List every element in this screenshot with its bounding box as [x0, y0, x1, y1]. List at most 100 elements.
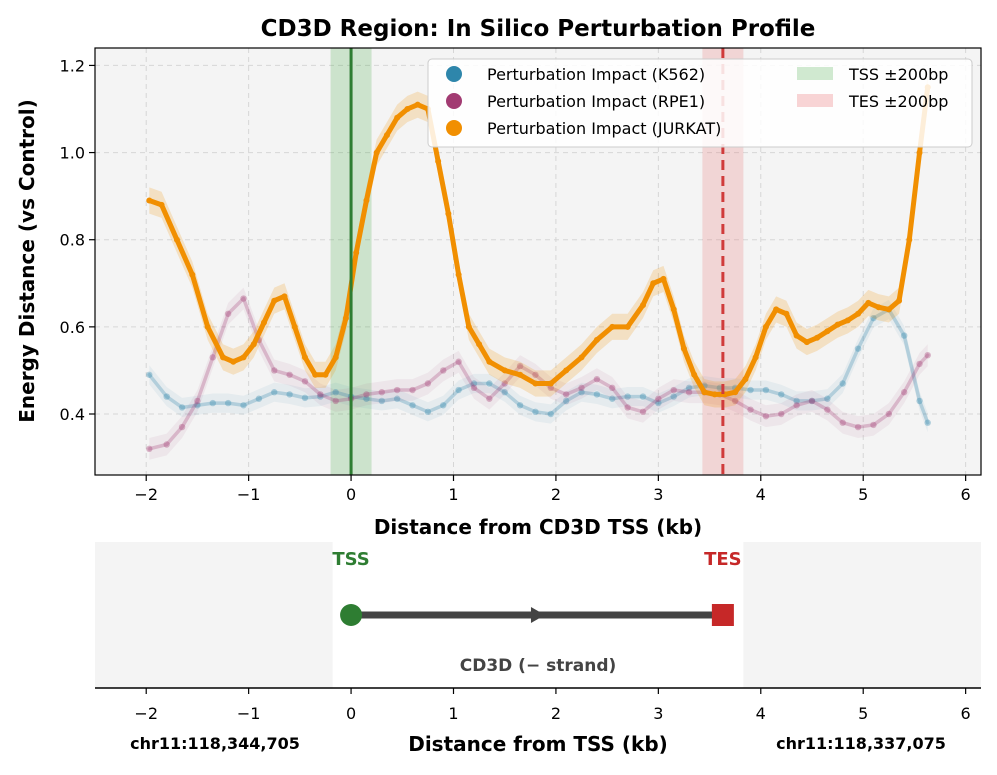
data-point-perturbation-impact-jurkat [783, 310, 790, 317]
data-point-perturbation-impact-k562 [516, 402, 524, 409]
track-tick-label: 1 [448, 704, 458, 723]
data-point-perturbation-impact-rpe1 [424, 380, 432, 387]
x-tick-label: −1 [237, 485, 261, 504]
data-point-perturbation-impact-k562 [747, 386, 754, 394]
legend-marker-rpe1 [446, 93, 462, 109]
data-point-perturbation-impact-rpe1 [516, 362, 524, 370]
data-point-perturbation-impact-rpe1 [209, 354, 216, 361]
legend-label-tes-band: TES ±200bp [848, 92, 948, 111]
track-tick-label: −1 [237, 704, 261, 723]
track-tick-label: 5 [858, 704, 868, 723]
data-point-perturbation-impact-jurkat [916, 149, 923, 156]
data-point-perturbation-impact-k562 [578, 389, 585, 396]
data-point-perturbation-impact-k562 [409, 402, 416, 409]
data-point-perturbation-impact-jurkat [691, 371, 698, 378]
data-point-perturbation-impact-jurkat [342, 315, 349, 322]
data-point-perturbation-impact-k562 [824, 395, 831, 402]
data-point-perturbation-impact-jurkat [414, 101, 421, 108]
data-point-perturbation-impact-jurkat [455, 271, 462, 278]
tss-label: TSS [332, 549, 369, 570]
data-point-perturbation-impact-jurkat [271, 297, 278, 304]
data-point-perturbation-impact-k562 [870, 314, 877, 322]
data-point-perturbation-impact-k562 [224, 399, 232, 407]
data-point-perturbation-impact-rpe1 [639, 408, 647, 416]
data-point-perturbation-impact-jurkat [803, 339, 810, 346]
chart-title: CD3D Region: In Silico Perturbation Prof… [261, 16, 816, 42]
y-tick-label: 0.6 [60, 318, 85, 337]
data-point-perturbation-impact-rpe1 [854, 423, 862, 431]
data-point-perturbation-impact-rpe1 [670, 386, 677, 394]
plot-frame [94, 47, 982, 476]
strand-arrow-icon [530, 607, 545, 623]
data-point-perturbation-impact-jurkat [250, 341, 257, 348]
data-point-perturbation-impact-k562 [378, 397, 385, 405]
data-point-perturbation-impact-rpe1 [924, 351, 931, 359]
ci-band-perturbation-impact-k562 [149, 299, 928, 433]
data-point-perturbation-impact-jurkat [660, 275, 667, 282]
data-point-perturbation-impact-jurkat [301, 354, 308, 361]
series-layer [146, 74, 931, 460]
legend-marker-k562 [446, 66, 462, 82]
data-point-perturbation-impact-rpe1 [593, 375, 601, 383]
data-point-perturbation-impact-rpe1 [578, 384, 585, 392]
data-point-perturbation-impact-jurkat [639, 302, 646, 309]
data-point-perturbation-impact-rpe1 [808, 397, 816, 405]
y-axis-ticks: 0.4 0.6 0.8 1.0 1.2 [60, 56, 95, 424]
data-point-perturbation-impact-k562 [924, 419, 931, 426]
track-tick-label: 3 [653, 704, 663, 723]
data-point-perturbation-impact-rpe1 [440, 367, 447, 374]
data-point-perturbation-impact-rpe1 [532, 371, 539, 378]
y-axis-label: Energy Distance (vs Control) [15, 99, 39, 423]
data-point-perturbation-impact-k562 [240, 402, 247, 409]
data-point-perturbation-impact-k562 [194, 402, 201, 409]
legend-swatch-tss [797, 67, 833, 80]
x-axis-ticks: −2 −1 0 1 2 3 4 5 6 [134, 475, 971, 504]
data-point-perturbation-impact-rpe1 [885, 410, 893, 418]
data-point-perturbation-impact-rpe1 [240, 295, 247, 302]
data-point-perturbation-impact-jurkat [220, 354, 227, 361]
data-point-perturbation-impact-jurkat [291, 323, 298, 330]
data-point-perturbation-impact-rpe1 [824, 406, 831, 413]
track-tick-label: 6 [961, 704, 971, 723]
right-coordinate: chr11:118,337,075 [776, 734, 946, 753]
data-point-perturbation-impact-jurkat [855, 310, 862, 317]
data-point-perturbation-impact-jurkat [547, 380, 554, 387]
data-point-perturbation-impact-rpe1 [317, 391, 324, 398]
series-line-perturbation-impact-jurkat [146, 84, 931, 397]
gene-name-label: CD3D (− strand) [460, 656, 617, 676]
data-point-perturbation-impact-k562 [501, 389, 508, 396]
data-point-perturbation-impact-jurkat [896, 297, 903, 304]
tes-marker [711, 604, 734, 626]
data-point-perturbation-impact-rpe1 [378, 389, 385, 396]
data-point-perturbation-impact-jurkat [532, 380, 539, 387]
data-point-perturbation-impact-jurkat [332, 354, 339, 361]
data-point-perturbation-impact-jurkat [476, 341, 483, 348]
data-point-perturbation-impact-rpe1 [224, 310, 232, 317]
data-point-perturbation-impact-jurkat [158, 201, 165, 208]
data-point-perturbation-impact-jurkat [793, 332, 800, 339]
legend-label-jurkat: Perturbation Impact (JURKAT) [487, 119, 721, 138]
data-point-perturbation-impact-rpe1 [194, 397, 201, 405]
data-point-perturbation-impact-jurkat [885, 306, 892, 313]
data-point-perturbation-impact-k562 [209, 399, 216, 407]
legend-marker-jurkat [446, 120, 462, 136]
legend-label-tss-band: TSS ±200bp [848, 65, 948, 84]
data-point-perturbation-impact-k562 [255, 395, 263, 402]
data-point-perturbation-impact-jurkat [373, 149, 380, 156]
data-point-perturbation-impact-k562 [793, 397, 800, 405]
data-point-perturbation-impact-k562 [424, 408, 432, 416]
data-point-perturbation-impact-jurkat [261, 319, 268, 326]
data-point-perturbation-impact-jurkat [322, 371, 329, 378]
data-point-perturbation-impact-jurkat [593, 336, 600, 343]
legend-label-rpe1: Perturbation Impact (RPE1) [487, 92, 705, 111]
data-point-perturbation-impact-rpe1 [562, 391, 570, 398]
data-point-perturbation-impact-k562 [900, 332, 908, 339]
data-point-perturbation-impact-jurkat [762, 323, 769, 330]
data-point-perturbation-impact-jurkat [865, 299, 872, 306]
track-shade-left [95, 542, 333, 688]
track-tick-label: 4 [756, 704, 766, 723]
data-point-perturbation-impact-jurkat [383, 132, 390, 139]
data-point-perturbation-impact-rpe1 [501, 380, 508, 387]
data-point-perturbation-impact-k562 [609, 395, 616, 402]
data-point-perturbation-impact-rpe1 [178, 423, 186, 431]
